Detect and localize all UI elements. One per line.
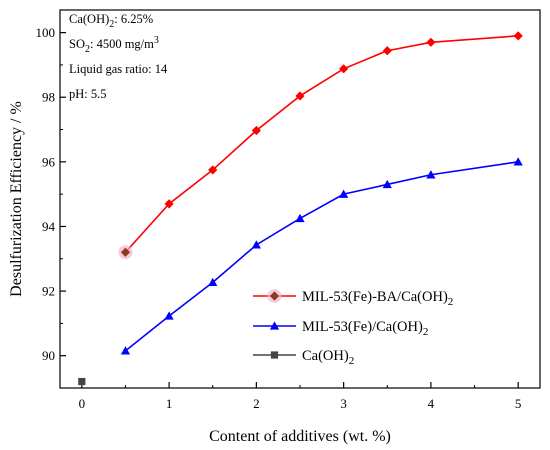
annotation-subscript: 2 bbox=[109, 19, 114, 30]
data-point bbox=[251, 125, 261, 136]
data-point bbox=[513, 157, 523, 166]
data-point bbox=[339, 64, 349, 74]
legend-label: Ca(OH)2 bbox=[302, 348, 354, 367]
legend-label-subscript: 2 bbox=[349, 355, 355, 367]
data-point bbox=[251, 240, 261, 249]
data-point bbox=[164, 311, 174, 320]
data-point bbox=[208, 165, 218, 175]
y-tick-label: 98 bbox=[42, 90, 55, 105]
x-tick-label: 4 bbox=[428, 396, 435, 411]
data-point bbox=[295, 213, 305, 223]
annotation-superscript: 3 bbox=[154, 35, 159, 46]
legend-marker bbox=[269, 291, 280, 301]
series-1 bbox=[120, 157, 523, 355]
y-tick-label: 100 bbox=[36, 25, 56, 40]
annotation-line: pH: 5.5 bbox=[69, 87, 107, 101]
annotation-line: Liquid gas ratio: 14 bbox=[69, 62, 168, 76]
data-point bbox=[120, 346, 131, 355]
y-axis-label: Desulfurization Efficiency / % bbox=[8, 101, 25, 297]
legend-item-2: Ca(OH)2 bbox=[253, 348, 354, 367]
legend-label-text: Ca(OH) bbox=[302, 348, 349, 364]
legend-label-text: MIL-53(Fe)/Ca(OH) bbox=[302, 319, 423, 335]
x-tick-label: 5 bbox=[515, 396, 522, 411]
legend-label-text: MIL-53(Fe)-BA/Ca(OH) bbox=[302, 289, 448, 305]
annotation-text: pH: 5.5 bbox=[69, 87, 107, 101]
series-line bbox=[124, 35, 519, 253]
legend-item-1: MIL-53(Fe)/Ca(OH)2 bbox=[253, 319, 428, 338]
y-tick-label: 96 bbox=[42, 154, 56, 169]
data-point bbox=[208, 277, 218, 287]
y-tick-label: 94 bbox=[42, 219, 56, 234]
series-0 bbox=[118, 31, 523, 260]
x-tick-label: 0 bbox=[79, 396, 86, 411]
annotation-subscript: 2 bbox=[85, 44, 90, 55]
data-point bbox=[339, 189, 349, 198]
data-point bbox=[513, 31, 523, 41]
annotation-text: Liquid gas ratio: 14 bbox=[69, 62, 168, 76]
legend-marker bbox=[270, 351, 279, 359]
legend-item-0: MIL-53(Fe)-BA/Ca(OH)2 bbox=[253, 289, 453, 308]
legend: MIL-53(Fe)-BA/Ca(OH)2MIL-53(Fe)/Ca(OH)2C… bbox=[253, 289, 453, 367]
legend-label: MIL-53(Fe)/Ca(OH)2 bbox=[302, 319, 428, 338]
y-tick-label: 90 bbox=[42, 348, 55, 363]
legend-label: MIL-53(Fe)-BA/Ca(OH)2 bbox=[302, 289, 453, 308]
series-layer bbox=[78, 31, 523, 386]
annotation-text: : 6.25% bbox=[114, 12, 153, 26]
data-point bbox=[382, 46, 392, 56]
annotation-line: SO2: 4500 mg/m3 bbox=[69, 35, 159, 55]
data-point bbox=[78, 377, 86, 386]
annotation-text: SO bbox=[69, 37, 85, 51]
x-tick-label: 3 bbox=[340, 396, 347, 411]
legend-label-subscript: 2 bbox=[448, 296, 454, 308]
x-tick-label: 2 bbox=[253, 396, 260, 411]
x-axis-label: Content of additives (wt. %) bbox=[209, 428, 391, 445]
annotation-line: Ca(OH)2: 6.25% bbox=[69, 12, 153, 30]
axes: 0 1 2 3 4 5 90 92 94 96 98 100 bbox=[36, 25, 522, 411]
data-point bbox=[295, 91, 305, 101]
y-tick-label: 92 bbox=[42, 284, 55, 299]
series-2 bbox=[78, 377, 86, 386]
x-tick-label: 1 bbox=[166, 396, 173, 411]
data-point bbox=[164, 199, 174, 209]
annotation-text: Ca(OH) bbox=[69, 12, 109, 26]
data-point bbox=[382, 179, 392, 189]
data-point bbox=[426, 37, 436, 47]
legend-label-subscript: 2 bbox=[423, 326, 429, 338]
data-point bbox=[426, 170, 436, 179]
data-point bbox=[120, 247, 131, 257]
annotation-text: : 4500 mg/m bbox=[90, 37, 154, 51]
legend-marker bbox=[269, 321, 280, 330]
